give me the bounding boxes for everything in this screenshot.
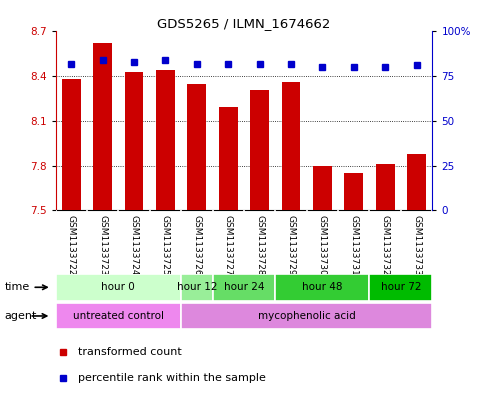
Bar	[369, 274, 432, 301]
Bar	[125, 72, 143, 210]
Bar	[93, 43, 112, 210]
Text: GSM1133732: GSM1133732	[381, 215, 390, 276]
Text: GSM1133725: GSM1133725	[161, 215, 170, 276]
Bar	[275, 274, 369, 301]
Text: GSM1133723: GSM1133723	[98, 215, 107, 276]
Bar	[187, 84, 206, 210]
Title: GDS5265 / ILMN_1674662: GDS5265 / ILMN_1674662	[157, 17, 330, 30]
Text: GSM1133729: GSM1133729	[286, 215, 296, 276]
Text: percentile rank within the sample: percentile rank within the sample	[78, 373, 266, 383]
Text: GSM1133728: GSM1133728	[255, 215, 264, 276]
Text: hour 72: hour 72	[381, 282, 421, 292]
Bar	[250, 90, 269, 210]
Bar	[376, 164, 395, 210]
Bar	[313, 165, 332, 210]
Bar	[62, 79, 81, 210]
Text: GSM1133727: GSM1133727	[224, 215, 233, 276]
Text: transformed count: transformed count	[78, 347, 182, 357]
Text: GSM1133724: GSM1133724	[129, 215, 139, 276]
Text: hour 0: hour 0	[101, 282, 135, 292]
Bar	[56, 274, 181, 301]
Bar	[181, 274, 213, 301]
Text: GSM1133730: GSM1133730	[318, 215, 327, 276]
Bar	[213, 274, 275, 301]
Bar	[56, 303, 181, 329]
Text: agent: agent	[5, 311, 37, 321]
Text: time: time	[5, 282, 30, 292]
Text: hour 12: hour 12	[177, 282, 217, 292]
Text: GSM1133722: GSM1133722	[67, 215, 76, 276]
Bar	[181, 303, 432, 329]
Text: untreated control: untreated control	[73, 311, 164, 321]
Text: GSM1133726: GSM1133726	[192, 215, 201, 276]
Bar	[282, 82, 300, 210]
Bar	[407, 154, 426, 210]
Bar	[219, 107, 238, 210]
Text: mycophenolic acid: mycophenolic acid	[258, 311, 355, 321]
Text: hour 24: hour 24	[224, 282, 264, 292]
Bar	[344, 173, 363, 210]
Text: hour 48: hour 48	[302, 282, 342, 292]
Text: GSM1133733: GSM1133733	[412, 215, 421, 276]
Text: GSM1133731: GSM1133731	[349, 215, 358, 276]
Bar	[156, 70, 175, 210]
